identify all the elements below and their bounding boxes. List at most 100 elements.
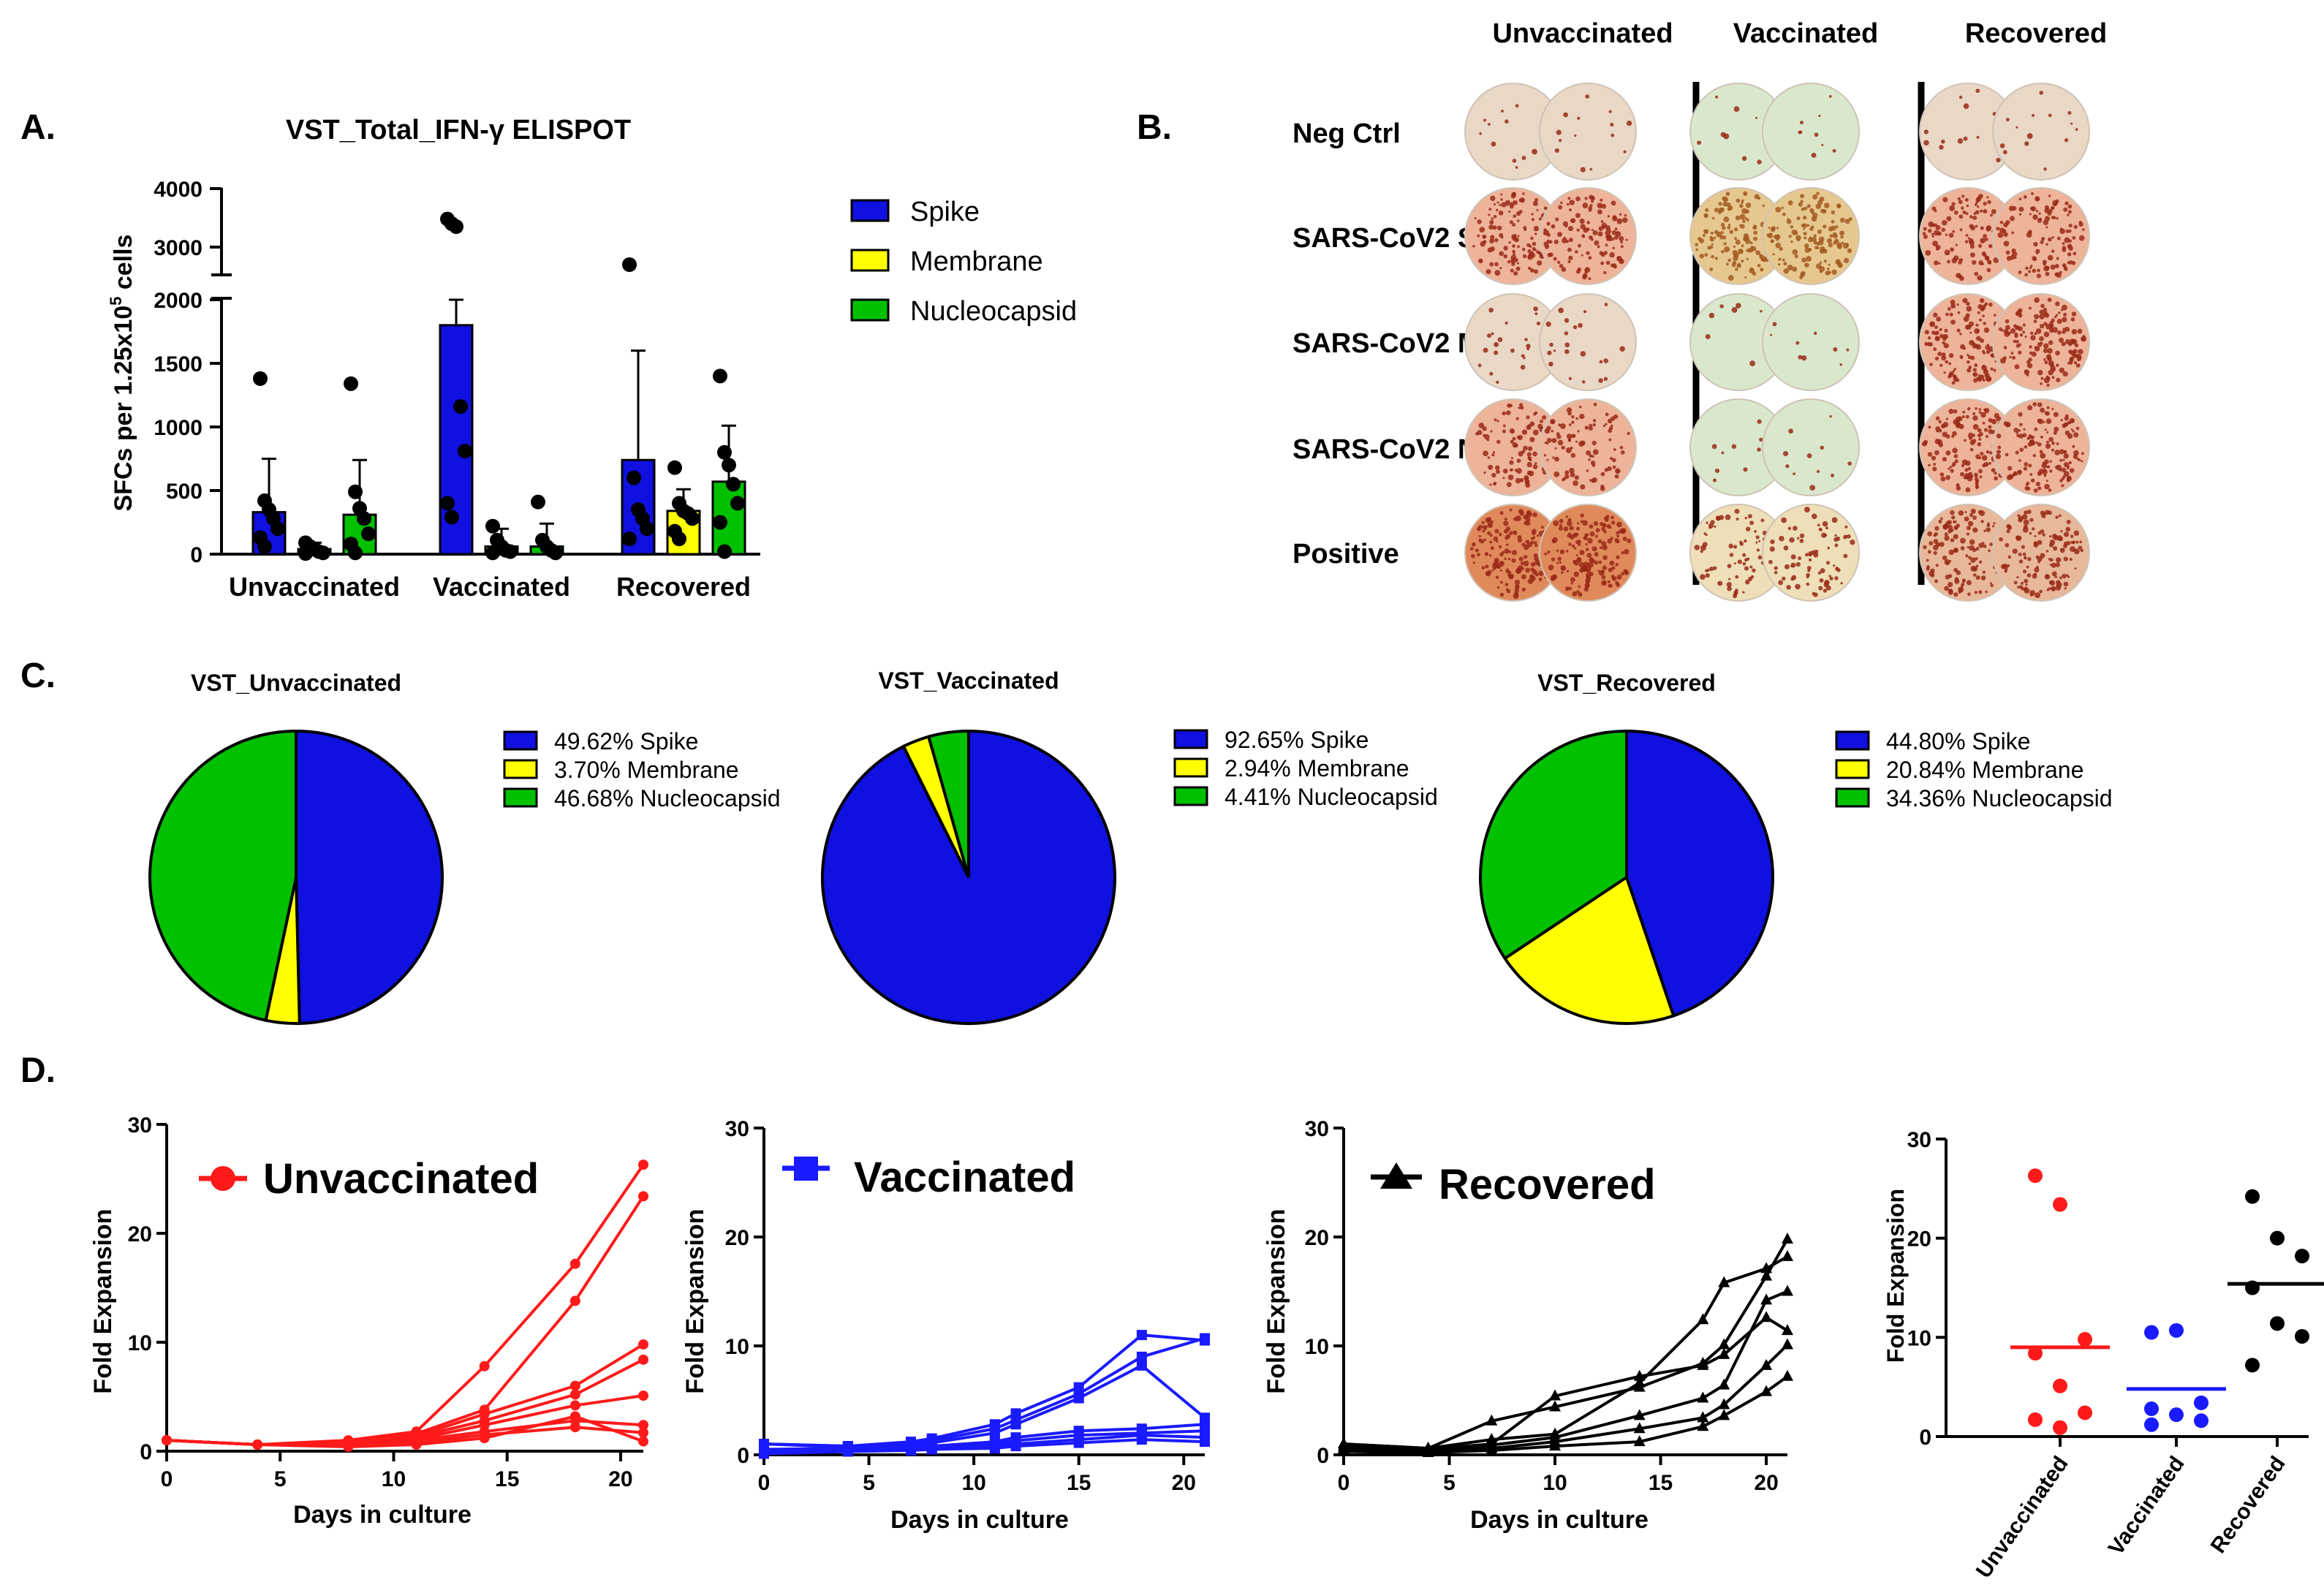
elispot-spot: [1602, 565, 1608, 570]
elispot-spot: [1742, 561, 1746, 566]
elispot-spot: [2026, 360, 2031, 364]
elispot-spot: [1804, 507, 1810, 513]
series-marker: [1718, 1409, 1730, 1420]
y-tick-label: 0: [1919, 1426, 1931, 1450]
elispot-spot: [1749, 360, 1756, 367]
elispot-spot: [2069, 468, 2075, 473]
elispot-spot: [2034, 314, 2040, 319]
elispot-spot: [1969, 215, 1973, 219]
elispot-spot: [1477, 553, 1480, 557]
elispot-spot: [1472, 561, 1476, 564]
elispot-spot: [1829, 415, 1832, 418]
elispot-spot: [1931, 223, 1935, 227]
elispot-spot: [1742, 553, 1746, 557]
a-y-tick-label: 0: [190, 543, 203, 567]
elispot-spot: [1613, 414, 1619, 419]
elispot-spot: [1958, 95, 1963, 99]
elispot-spot: [1980, 412, 1986, 418]
elispot-spot: [2051, 236, 2054, 239]
elispot-spot: [1968, 562, 1972, 565]
elispot-spot: [1828, 243, 1833, 248]
elispot-spot: [1823, 260, 1827, 263]
elispot-spot: [1801, 257, 1807, 263]
elispot-spot: [1833, 347, 1838, 352]
data-point: [667, 460, 682, 475]
elispot-spot: [1608, 583, 1613, 588]
elispot-spot: [2062, 458, 2065, 461]
elispot-spot: [1983, 327, 1990, 333]
elispot-spot: [2023, 519, 2029, 526]
elispot-spot: [2056, 257, 2059, 260]
elispot-spot: [1544, 428, 1550, 434]
elispot-spot: [1557, 260, 1561, 264]
x-tick-label: 0: [758, 1471, 771, 1495]
elispot-spot: [1801, 207, 1805, 211]
elispot-spot: [2040, 435, 2043, 439]
elispot-spot: [1934, 531, 1938, 537]
elispot-spot: [1563, 526, 1569, 531]
legend-label-membrane: Membrane: [910, 246, 1043, 277]
elispot-spot: [1490, 195, 1496, 202]
elispot-spot: [1515, 266, 1521, 271]
elispot-spot: [1836, 536, 1841, 541]
elispot-spot: [1996, 450, 2001, 455]
elispot-spot: [2018, 536, 2022, 540]
elispot-spot: [1578, 592, 1583, 597]
y-tick-label: 10: [725, 1335, 749, 1359]
elispot-spot: [1938, 519, 1942, 523]
elispot-spot: [1934, 356, 1939, 361]
elispot-spot: [1619, 346, 1625, 352]
a-category-label: Unvaccinated: [229, 572, 400, 602]
elispot-spot: [1620, 450, 1625, 455]
elispot-spot: [1948, 549, 1955, 556]
elispot-spot: [1527, 249, 1532, 254]
series-marker: [1136, 1351, 1147, 1362]
elispot-spot: [1932, 241, 1939, 247]
elispot-spot: [1725, 192, 1730, 197]
elispot-spot: [1494, 529, 1499, 534]
elispot-spot: [2067, 213, 2070, 216]
elispot-spot: [2064, 587, 2067, 590]
elispot-spot: [1778, 257, 1782, 261]
elispot-spot: [1983, 234, 1987, 238]
elispot-spot: [1564, 318, 1570, 323]
elispot-spot: [1757, 263, 1761, 268]
elispot-spot: [2041, 463, 2048, 469]
elispot-spot: [1487, 456, 1491, 459]
elispot-spot: [1573, 533, 1576, 536]
elispot-spot: [1526, 452, 1532, 457]
series-marker: [1549, 1400, 1562, 1412]
elispot-spot: [2075, 128, 2078, 131]
elispot-spot: [2047, 348, 2053, 354]
scatter-point: [2144, 1417, 2159, 1432]
elispot-spot: [2006, 523, 2011, 529]
elispot-spot: [1562, 238, 1568, 243]
elispot-spot: [1967, 237, 1970, 240]
elispot-spot: [2048, 194, 2051, 197]
elispot-spot: [2019, 447, 2024, 453]
elispot-spot: [1591, 200, 1594, 203]
elispot-spot: [2013, 580, 2018, 585]
elispot-spot: [1942, 431, 1948, 437]
elispot-spot: [2005, 421, 2011, 428]
series-marker: [1549, 1389, 1562, 1401]
elispot-spot: [1569, 200, 1575, 205]
elispot-spot: [1616, 555, 1620, 560]
elispot-spot: [1838, 263, 1843, 268]
elispot-spot: [1733, 245, 1736, 249]
elispot-spot: [1785, 464, 1790, 469]
elispot-spot: [1930, 322, 1934, 326]
data-point: [717, 544, 732, 559]
elispot-spot: [1517, 245, 1520, 249]
scatter-point: [2270, 1316, 2285, 1331]
elispot-spot: [1721, 249, 1725, 254]
elispot-spot: [1771, 239, 1774, 243]
elispot-spot: [1565, 447, 1572, 453]
x-tick-label: 20: [1754, 1471, 1778, 1495]
elispot-spot: [1610, 537, 1613, 540]
elispot-spot: [2080, 548, 2083, 553]
elispot-spot: [1979, 510, 1986, 516]
elispot-spot: [1818, 586, 1823, 591]
elispot-spot: [1823, 224, 1827, 229]
elispot-spot: [2056, 442, 2059, 446]
